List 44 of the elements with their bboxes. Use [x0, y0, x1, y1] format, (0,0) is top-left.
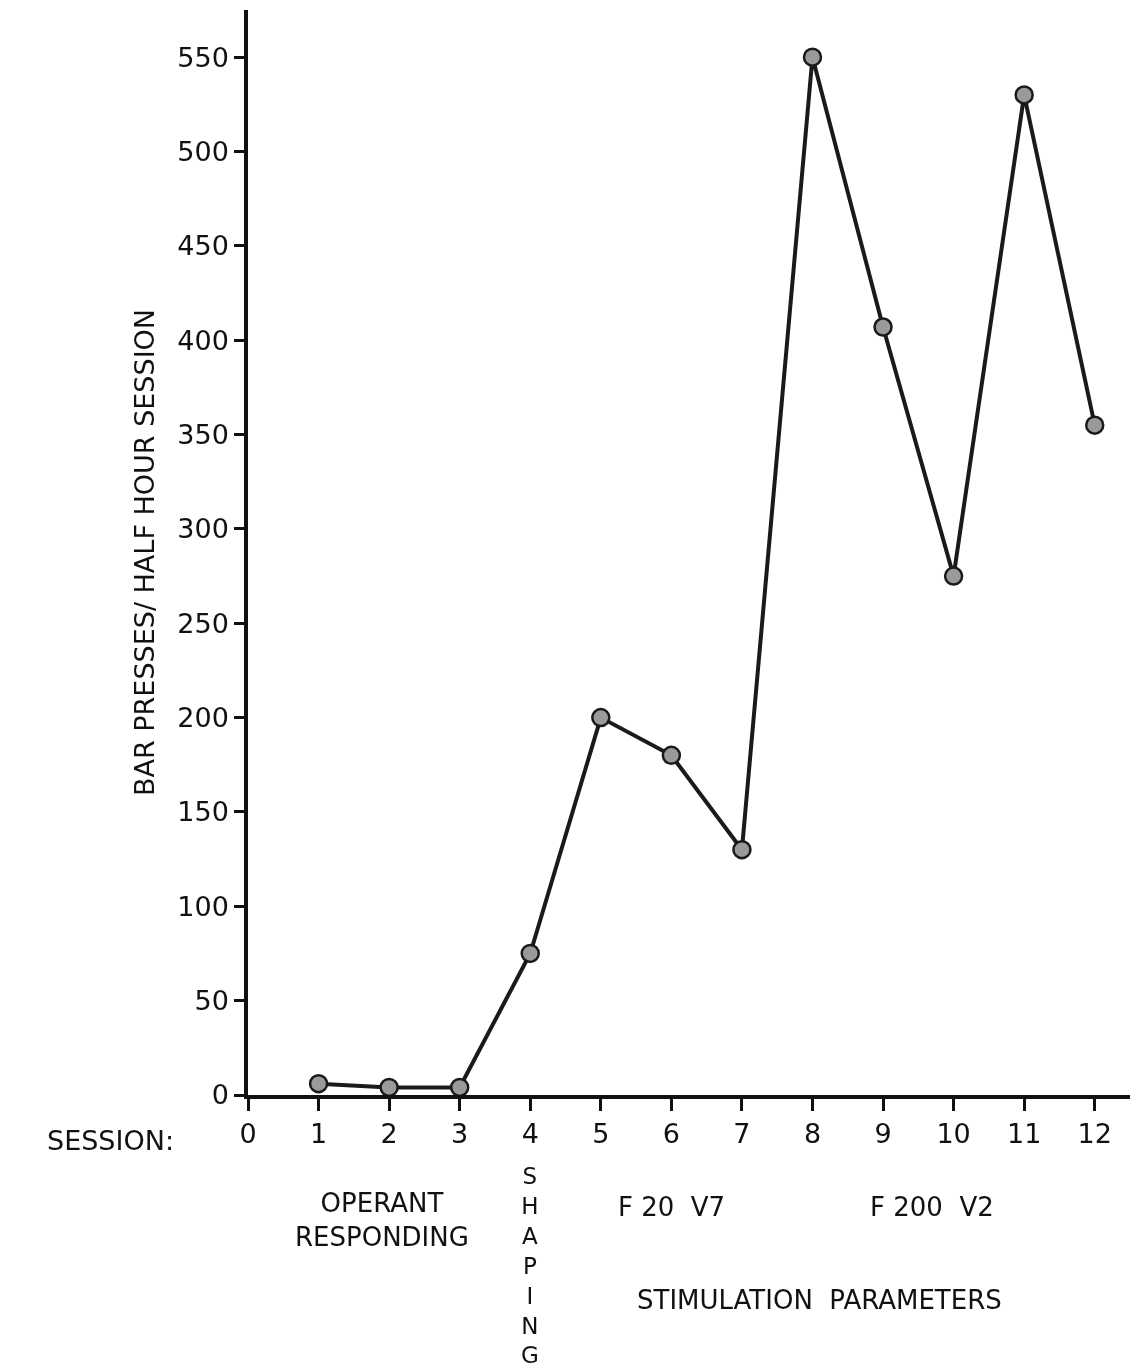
x-tick-label: 1: [309, 1118, 328, 1150]
x-tick-label: 6: [662, 1118, 680, 1150]
point: [591, 707, 611, 728]
y-tick-label: 250: [177, 607, 229, 639]
point: [449, 1077, 470, 1098]
x-tick-label: 7: [733, 1118, 751, 1150]
point: [1084, 415, 1105, 435]
y-tick-label: 450: [177, 230, 229, 262]
text: SHAPING: [521, 1163, 539, 1367]
x-tick-label: 5: [592, 1118, 610, 1150]
y-tick-label: 0: [211, 1079, 229, 1111]
x-tick-label: 8: [803, 1118, 822, 1150]
point: [520, 943, 540, 964]
x-tick-label: 12: [1077, 1118, 1112, 1150]
text: OPERANT RESPONDING: [295, 1188, 469, 1252]
y-tick-label: 500: [177, 135, 229, 167]
text: STIMULATION PARAMETERS: [637, 1285, 1002, 1315]
x-tick-label: 9: [874, 1118, 892, 1150]
point: [873, 317, 893, 337]
y-tick-label: 400: [177, 324, 229, 356]
y-tick-label: 50: [194, 985, 229, 1017]
point: [802, 47, 823, 67]
x-tick-label: 0: [239, 1118, 257, 1150]
x-tick-label: 4: [521, 1118, 539, 1150]
text: F 20 V7: [618, 1192, 726, 1222]
x-tick-label: 3: [451, 1118, 469, 1150]
x-tick-label: 11: [1006, 1118, 1042, 1150]
y-tick-label: 350: [177, 419, 229, 451]
point: [1014, 85, 1034, 105]
y-tick-label: 300: [177, 513, 229, 545]
x-tick-label: 10: [936, 1118, 971, 1150]
point: [732, 839, 752, 860]
text: F 200 V2: [870, 1192, 994, 1222]
x-axis-title: SESSION:: [47, 1125, 174, 1156]
point: [943, 566, 964, 586]
y-axis-title: BAR PRESSES/ HALF HOUR SESSION: [128, 308, 160, 797]
y-tick-label: 100: [177, 890, 229, 922]
point: [661, 745, 682, 766]
point: [308, 1073, 329, 1094]
x-tick-label: 2: [380, 1118, 398, 1150]
y-tick-label: 150: [177, 796, 229, 828]
point: [379, 1077, 399, 1098]
y-tick-label: 200: [177, 702, 229, 734]
y-tick-label: 550: [177, 41, 229, 73]
